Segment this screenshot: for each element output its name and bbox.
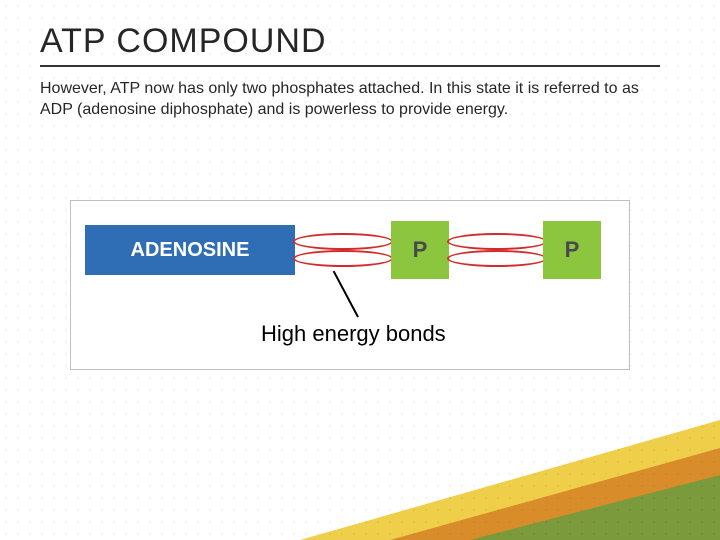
phosphate-1: P xyxy=(391,221,449,279)
adenosine-label: ADENOSINE xyxy=(131,239,250,262)
diagram-inner: ADENOSINE P P High energy bonds xyxy=(71,201,629,369)
phosphate-2-label: P xyxy=(565,237,580,263)
bond-1 xyxy=(293,233,393,267)
high-energy-caption: High energy bonds xyxy=(261,321,446,347)
bond-2-bottom xyxy=(447,250,547,267)
phosphate-2: P xyxy=(543,221,601,279)
bond-1-top xyxy=(293,233,393,250)
phosphate-1-label: P xyxy=(413,237,428,263)
slide-title: ATP COMPOUND xyxy=(40,22,680,61)
slide-body-text: However, ATP now has only two phosphates… xyxy=(40,79,660,121)
caption-connector-line xyxy=(333,271,359,318)
bond-2-top xyxy=(447,233,547,250)
bond-2 xyxy=(447,233,547,267)
content-area: ATP COMPOUND However, ATP now has only t… xyxy=(0,0,720,121)
bond-1-bottom xyxy=(293,250,393,267)
footer-triangle-decor xyxy=(300,420,720,540)
title-underline xyxy=(40,65,660,67)
adp-diagram: ADENOSINE P P High energy bonds xyxy=(70,200,630,370)
adenosine-block: ADENOSINE xyxy=(85,225,295,275)
